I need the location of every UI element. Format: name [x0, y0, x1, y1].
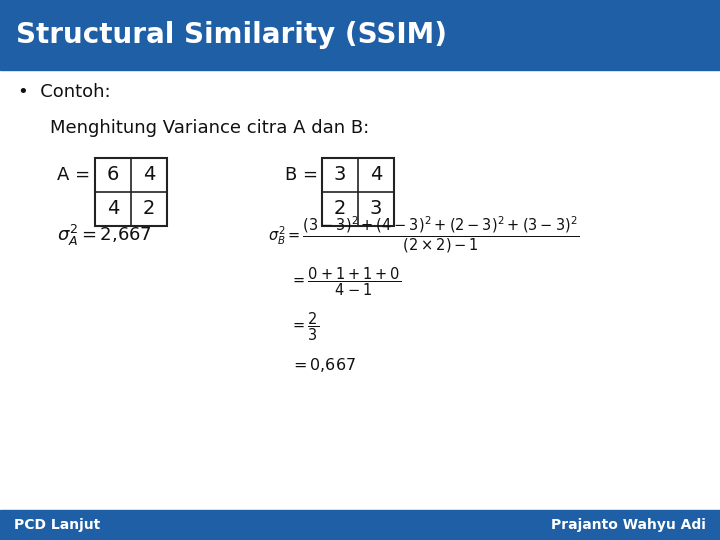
Bar — [322, 158, 394, 226]
Text: Menghitung Variance citra A dan B:: Menghitung Variance citra A dan B: — [50, 119, 369, 137]
Text: $=0{,}667$: $=0{,}667$ — [290, 356, 356, 374]
Text: 2: 2 — [334, 199, 346, 219]
Text: Prajanto Wahyu Adi: Prajanto Wahyu Adi — [551, 518, 706, 532]
Text: $=\dfrac{2}{3}$: $=\dfrac{2}{3}$ — [290, 310, 319, 343]
Text: $=\dfrac{0+1+1+0}{4-1}$: $=\dfrac{0+1+1+0}{4-1}$ — [290, 266, 401, 298]
Bar — [0, 510, 720, 540]
Text: 3: 3 — [370, 199, 382, 219]
Text: A =: A = — [57, 166, 90, 184]
Text: 4: 4 — [143, 165, 156, 185]
Text: •  Contoh:: • Contoh: — [18, 83, 111, 101]
Bar — [0, 0, 720, 70]
Text: 4: 4 — [107, 199, 120, 219]
Text: $\sigma_{B}^{2}=\dfrac{(3-3)^{2}+(4-3)^{2}+(2-3)^{2}+(3-3)^{2}}{(2\times2)-1}$: $\sigma_{B}^{2}=\dfrac{(3-3)^{2}+(4-3)^{… — [268, 215, 579, 255]
Text: B =: B = — [285, 166, 318, 184]
Text: 6: 6 — [107, 165, 120, 185]
Text: 4: 4 — [370, 165, 382, 185]
Text: 2: 2 — [143, 199, 156, 219]
Text: $\sigma_{A}^{2} = 2{,}667$: $\sigma_{A}^{2} = 2{,}667$ — [57, 222, 152, 247]
Text: 3: 3 — [334, 165, 346, 185]
Text: PCD Lanjut: PCD Lanjut — [14, 518, 100, 532]
Text: Structural Similarity (SSIM): Structural Similarity (SSIM) — [16, 21, 447, 49]
Bar — [95, 158, 167, 226]
